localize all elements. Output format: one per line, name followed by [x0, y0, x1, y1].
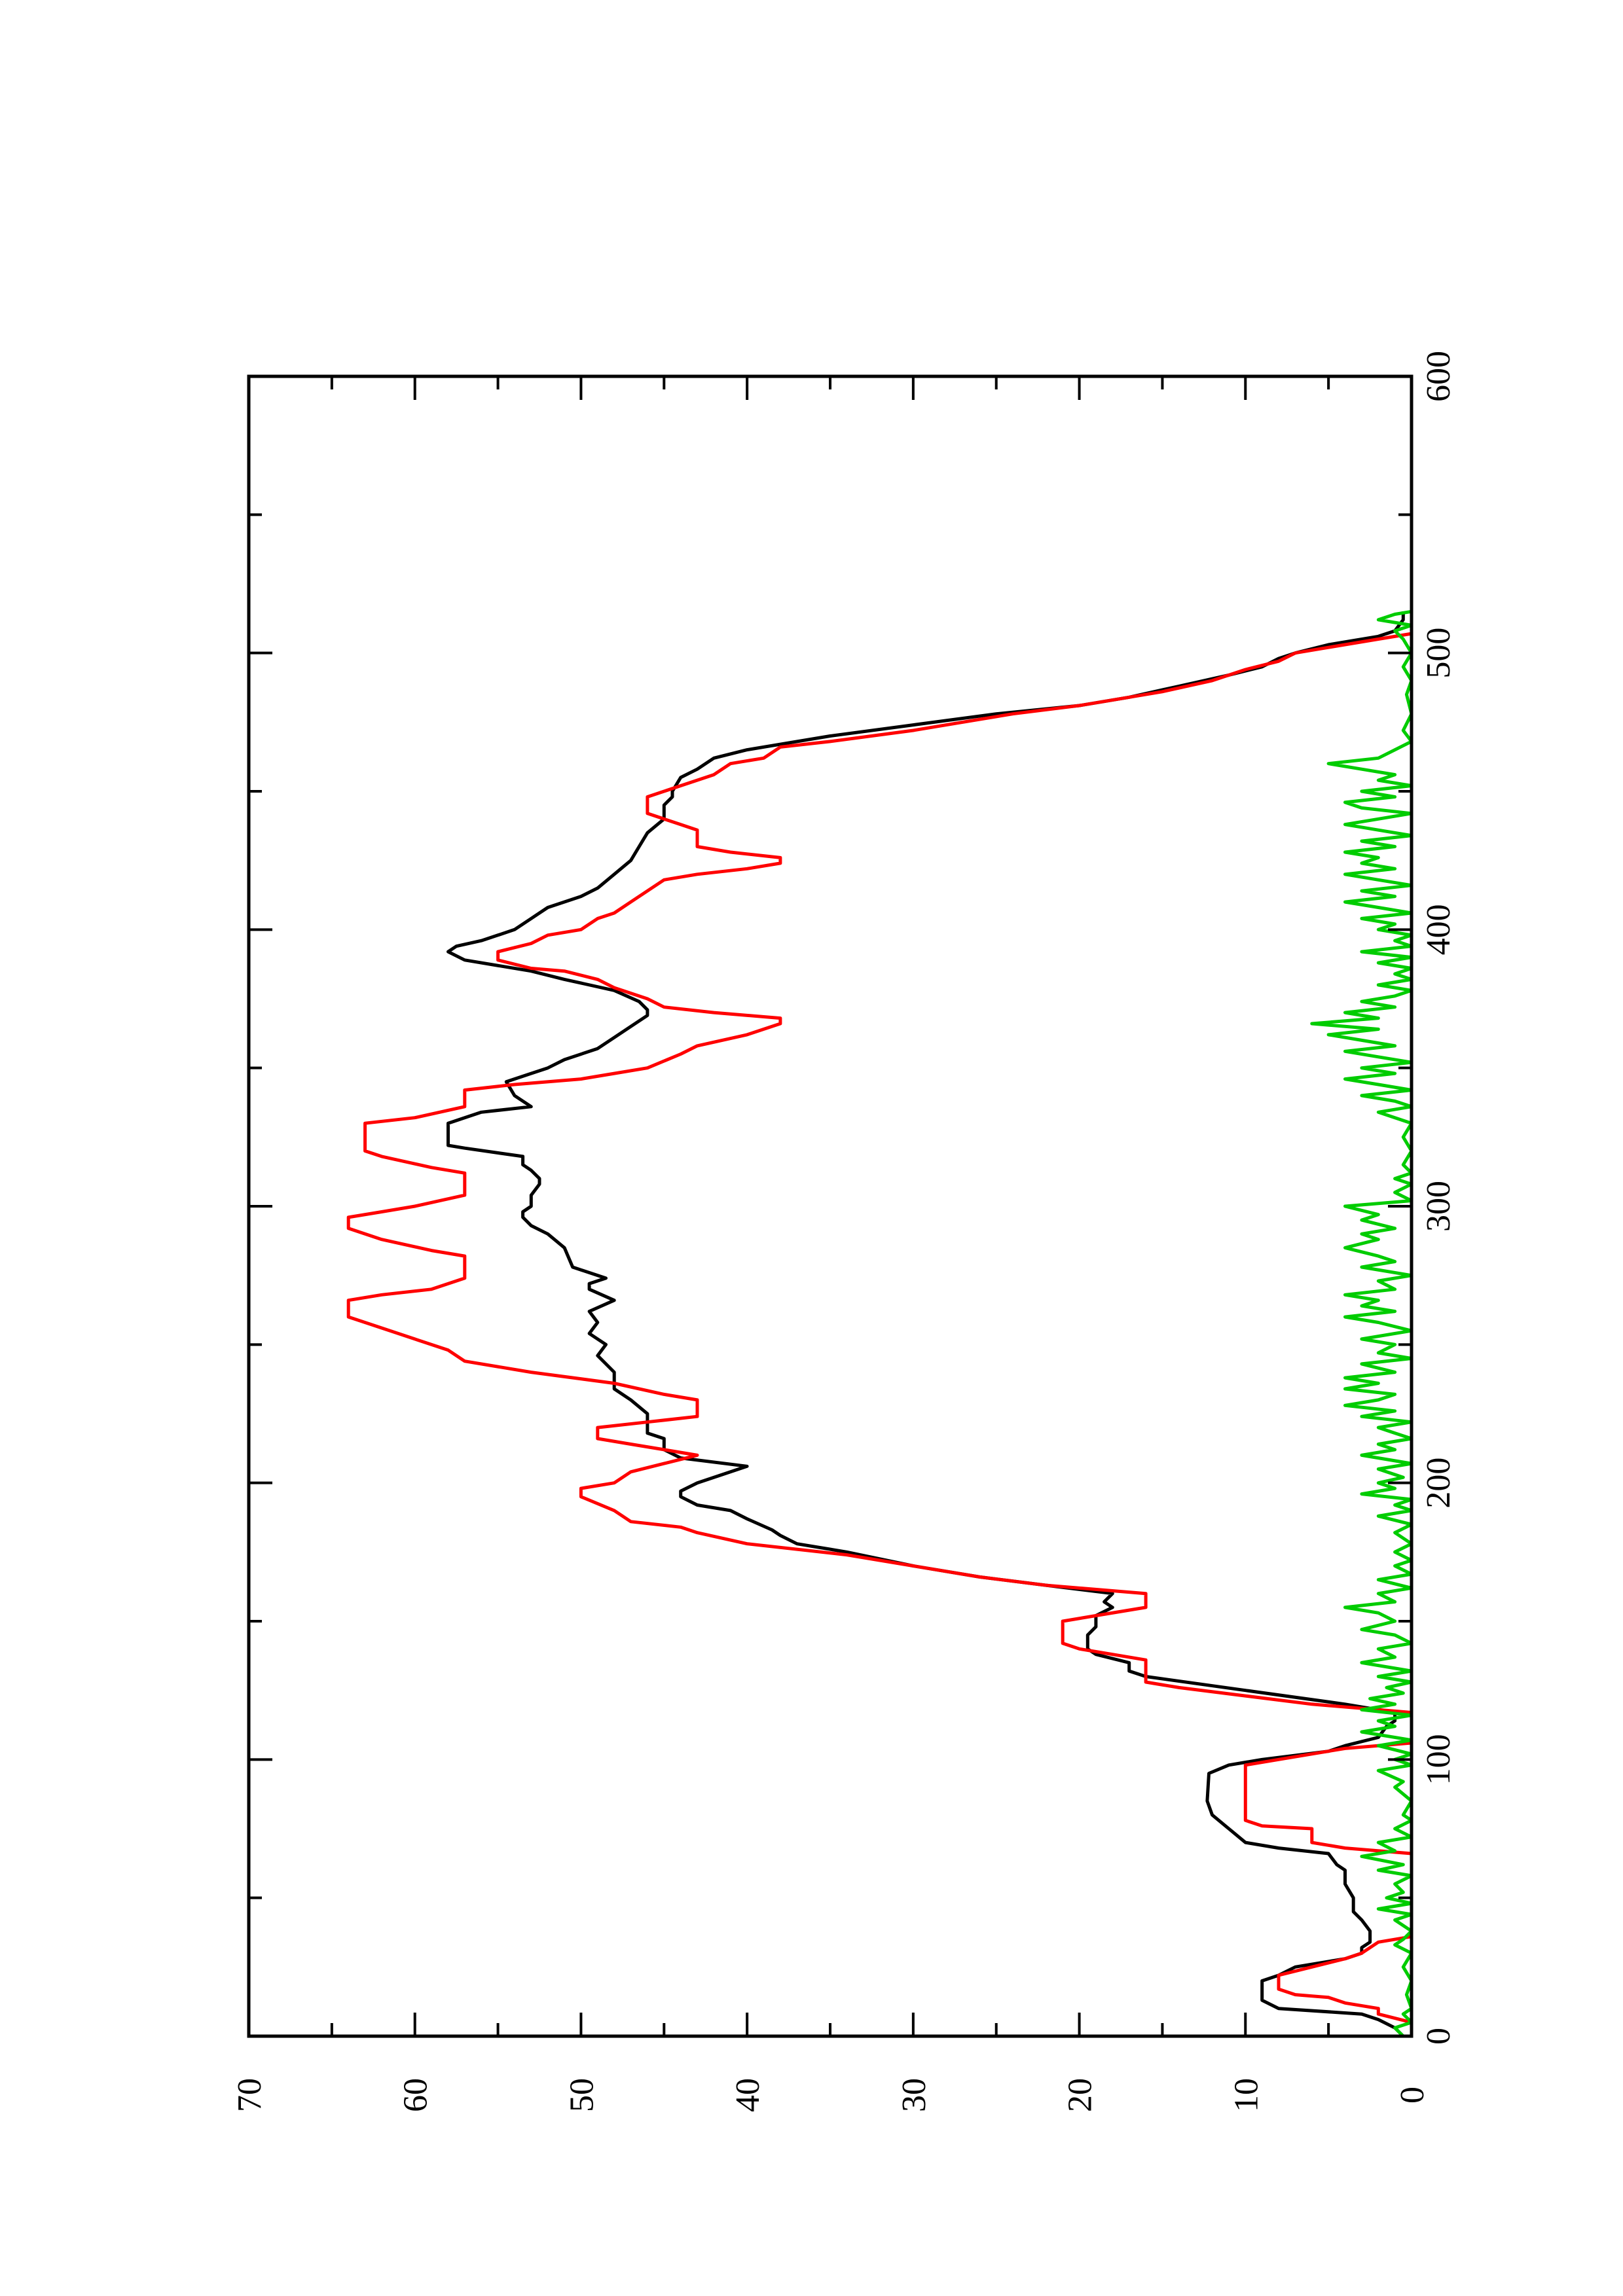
- x-tick-label: 200: [1420, 1458, 1457, 1509]
- x-tick-label: 500: [1420, 628, 1457, 679]
- x-axis-tick-labels: 0 100 200 300 400 500 600: [1420, 351, 1457, 2045]
- y-tick-label: 40: [729, 2078, 767, 2112]
- y-tick-label: 10: [1228, 2078, 1265, 2112]
- x-axis-ticks: [249, 375, 1412, 2037]
- series-line-3: [1310, 609, 1413, 2037]
- y-axis-ticks: [247, 376, 1413, 2036]
- series-line-2: [346, 611, 1413, 2036]
- y-tick-label: 60: [397, 2078, 435, 2112]
- x-tick-label: 400: [1420, 904, 1457, 955]
- y-tick-label: 70: [231, 2078, 268, 2112]
- y-tick-label: 0: [1394, 2087, 1431, 2104]
- y-axis-tick-labels: 0 10 20 30 40 50 60 70: [231, 2078, 1431, 2112]
- y-tick-label: 50: [563, 2078, 600, 2112]
- y-tick-label: 20: [1062, 2078, 1099, 2112]
- series-line-1: [447, 611, 1405, 2037]
- x-tick-label: 100: [1420, 1734, 1457, 1785]
- series-layer: [346, 609, 1413, 2037]
- y-tick-label: 30: [896, 2078, 933, 2112]
- plot-frame: [247, 374, 1413, 2038]
- x-tick-label: 300: [1420, 1181, 1457, 1232]
- x-tick-label: 0: [1420, 2028, 1457, 2045]
- x-tick-label: 600: [1420, 351, 1457, 402]
